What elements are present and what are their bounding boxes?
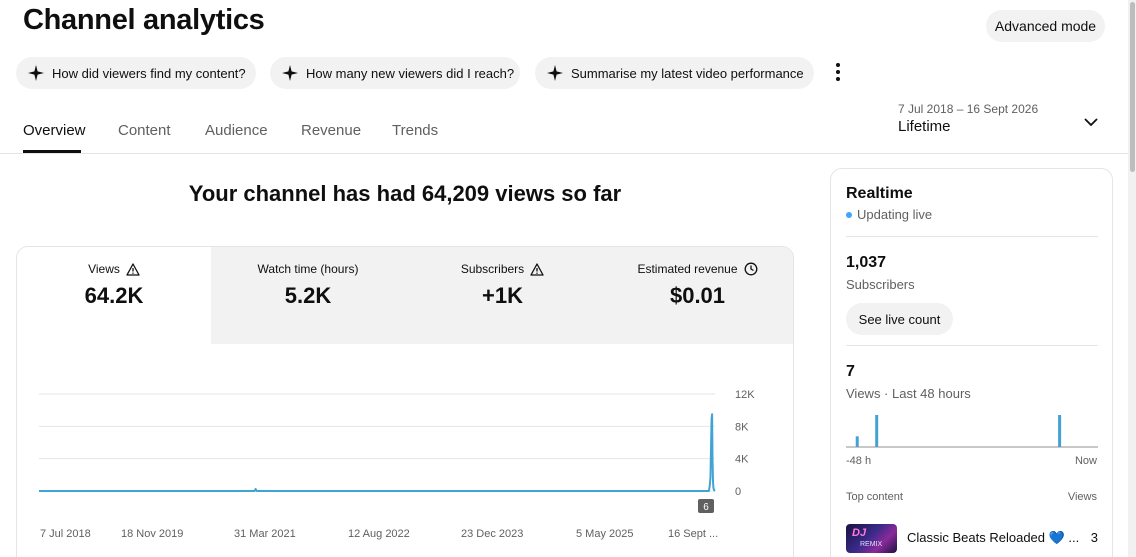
realtime-status-text: Updating live [857,207,933,222]
x-tick-label: 18 Nov 2019 [121,528,183,540]
y-tick-label: 8K [735,421,749,433]
sparkle-icon [28,65,44,81]
video-thumbnail: DJ REMIX [846,524,897,553]
sparkle-icon [547,65,563,81]
tab-content[interactable]: Content [118,122,171,139]
sparkle-icon [282,65,298,81]
suggestion-chip-traffic[interactable]: How did viewers find my content? [16,57,256,89]
realtime-bar [855,436,859,447]
top-content-label: Top content [846,491,903,503]
thumbnail-text: DJ [852,527,867,539]
latest-value-badge [698,499,714,513]
subscriber-label: Subscribers [846,277,915,292]
metric-label: Estimated revenue [637,262,738,276]
page-title: Channel analytics [23,4,265,36]
overview-card: Views 64.2K Watch time (hours) 5.2K Subs… [16,246,794,557]
x-tick-label: 12 Aug 2022 [348,528,410,540]
top-content-item[interactable]: DJ REMIX Classic Beats Reloaded 💙 ... 3 [846,524,1098,554]
views-48h-label: Views · Last 48 hours [846,386,971,401]
realtime-card: Realtime Updating live 1,037 Subscribers… [830,168,1113,557]
see-live-count-button[interactable]: See live count [846,303,953,335]
suggestion-chip-summary[interactable]: Summarise my latest video performance [535,57,814,89]
active-tab-indicator [23,150,81,153]
x-tick-label: 7 Jul 2018 [40,528,91,540]
x-tick-label: 23 Dec 2023 [461,528,523,540]
page-scrollbar[interactable] [1128,0,1136,557]
metric-label: Views [88,262,120,276]
views-line-chart[interactable]: 12K 8K 4K 0 7 Jul 2018 18 Nov 2019 31 Mar 2021… [17,247,794,557]
warning-icon [126,262,140,276]
metric-label: Subscribers [460,262,525,276]
views-48h-count: 7 [846,363,855,380]
scrollbar-thumb[interactable] [1130,2,1135,172]
y-tick-label: 4K [735,454,749,466]
realtime-divider [846,345,1098,346]
clock-icon [744,262,757,276]
tabs-divider [0,153,1128,154]
chevron-down-icon[interactable] [1082,113,1100,131]
metric-views[interactable]: Views 64.2K [17,247,211,344]
realtime-title: Realtime [846,185,913,202]
metric-subscribers[interactable]: Subscribers +1K [405,247,600,344]
views-series-line [39,413,716,492]
chip-label: How many new viewers did I reach? [306,65,515,81]
thumbnail-subtext: REMIX [860,541,883,548]
metric-label: Watch time (hours) [257,262,359,276]
advanced-mode-button[interactable]: Advanced mode [986,10,1105,42]
live-dot-icon [846,211,852,218]
realtime-divider [846,236,1098,237]
x-tick-label: 31 Mar 2021 [234,528,296,540]
suggestion-chip-new-viewers[interactable]: How many new viewers did I reach? [270,57,520,89]
realtime-status: Updating live [846,207,932,222]
views-headline: Your channel has had 64,209 views so far [188,181,622,206]
tab-overview[interactable]: Overview [23,122,86,139]
realtime-axis-end: Now [1074,455,1097,467]
more-options-icon[interactable] [828,60,848,84]
tab-revenue[interactable]: Revenue [301,122,362,139]
realtime-bar [875,415,879,447]
top-content-views-label: Views [1067,491,1097,503]
metric-value: 64.2K [84,283,144,308]
chip-label: How did viewers find my content? [52,65,246,81]
period-selector[interactable]: Lifetime [898,118,951,135]
latest-value-badge-text: 6 [703,502,709,513]
metric-value: 5.2K [284,283,332,308]
tab-trends[interactable]: Trends [392,122,439,139]
subscriber-count: 1,037 [846,254,887,271]
realtime-bar [1058,415,1062,447]
metric-value: +1K [482,283,523,308]
y-tick-label: 0 [735,486,741,498]
metric-value: $0.01 [669,283,726,308]
realtime-axis-start: -48 h [846,455,872,467]
video-title: Classic Beats Reloaded 💙 ... [907,530,1080,545]
x-tick-label: 16 Sept ... [668,528,718,540]
metric-revenue[interactable]: Estimated revenue $0.01 [600,247,793,344]
video-views: 3 [1090,530,1098,545]
tab-audience[interactable]: Audience [205,122,268,139]
realtime-bar-chart[interactable] [846,409,1098,449]
x-tick-label: 5 May 2025 [576,528,633,540]
chip-label: Summarise my latest video performance [571,65,804,81]
metric-watch-time[interactable]: Watch time (hours) 5.2K [211,247,405,344]
y-tick-label: 12K [735,389,755,401]
date-range-text[interactable]: 7 Jul 2018 – 16 Sept 2026 [898,102,1039,116]
warning-icon [530,262,544,276]
